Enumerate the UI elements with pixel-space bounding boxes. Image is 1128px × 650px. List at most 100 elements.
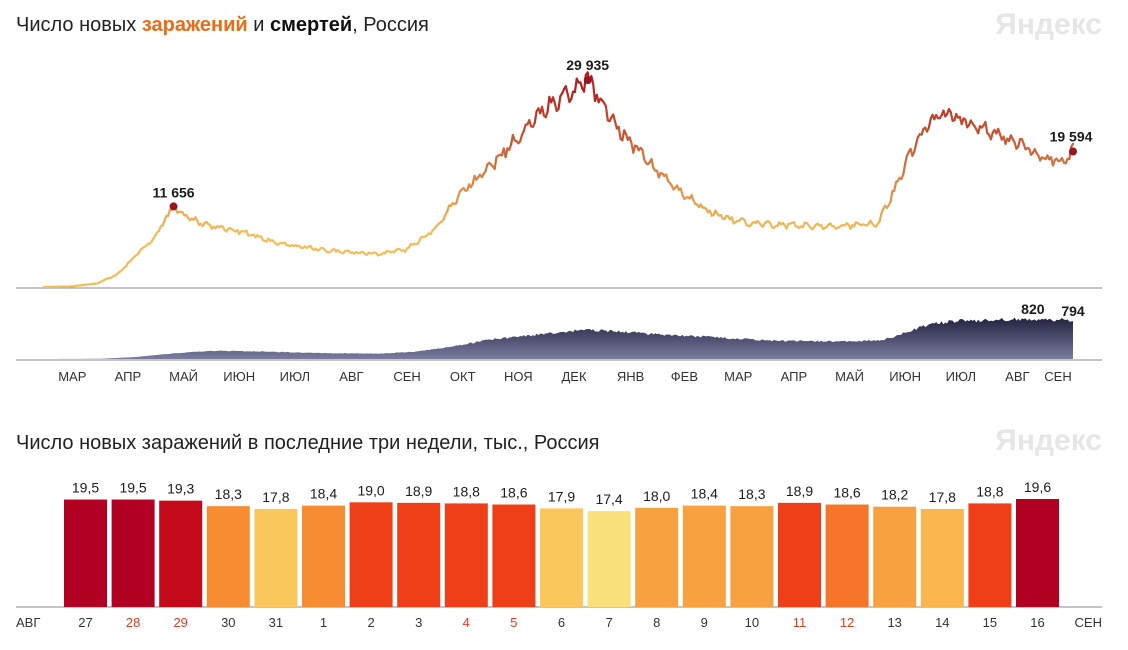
month-label: АВГ: [1005, 369, 1029, 384]
bar-value-label: 18,3: [738, 486, 765, 502]
bar-value-label: 19,6: [1024, 479, 1051, 495]
month-start-label: АВГ: [16, 615, 40, 630]
bar-value-label: 18,9: [405, 483, 432, 499]
bar: [492, 504, 536, 607]
bar: [873, 506, 917, 607]
bar-value-label: 18,0: [643, 488, 670, 504]
month-label: ЯНВ: [617, 369, 644, 384]
month-label: ИЮЛ: [946, 369, 976, 384]
deaths-last-label: 794: [1061, 303, 1085, 319]
infections-deaths-chart: 11 656 29 935 19 594 820 794 МАР АПР МАЙ ИЮН ИЮЛ А…: [16, 57, 1102, 384]
bar-value-label: 18,8: [976, 483, 1003, 499]
peak-label-may-2020: 11 656: [153, 184, 195, 200]
peak-label-dec-2020: 29 935: [566, 57, 609, 73]
day-label: 29: [173, 615, 187, 630]
bar: [444, 503, 488, 607]
bar: [920, 508, 964, 607]
month-label: АПР: [115, 369, 142, 384]
day-label: 12: [840, 615, 854, 630]
day-label: 3: [415, 615, 422, 630]
month-label: ОКТ: [450, 369, 476, 384]
last-label-infections: 19 594: [1050, 129, 1093, 145]
infections-segment: [573, 77, 578, 94]
bar: [397, 502, 441, 607]
bar: [254, 508, 298, 607]
month-label: МАЙ: [835, 369, 864, 384]
day-label: 13: [887, 615, 901, 630]
peak-marker: [583, 76, 592, 84]
day-label: 11: [793, 615, 807, 630]
infections-segment: [484, 163, 489, 173]
infections-segment: [641, 148, 646, 161]
infections-segment: [564, 85, 569, 96]
day-label: 2: [367, 615, 374, 630]
month-label: МАР: [58, 369, 86, 384]
month-label: СЕН: [393, 369, 420, 384]
month-label: СЕН: [1044, 369, 1071, 384]
title-suffix: , Россия: [352, 14, 429, 36]
infections-segment: [878, 212, 883, 223]
infections-segment: [493, 156, 498, 171]
bar-value-label: 17,8: [929, 489, 956, 505]
day-label: 10: [745, 615, 759, 630]
infections-segment: [540, 105, 546, 117]
bar: [587, 511, 631, 607]
deaths-peak-label: 820: [1021, 301, 1045, 317]
infections-segment: [455, 195, 460, 205]
day-label: 28: [126, 615, 140, 630]
infections-segment: [632, 144, 637, 154]
bar: [968, 503, 1012, 607]
day-label: 7: [605, 615, 612, 630]
infections-segment: [1017, 138, 1022, 148]
infections-segment: [604, 105, 609, 122]
bar-value-label: 18,4: [310, 486, 337, 502]
day-label: 5: [510, 615, 517, 630]
month-label: ИЮН: [223, 369, 255, 384]
month-label: НОЯ: [504, 369, 533, 384]
month-label: ИЮН: [889, 369, 921, 384]
bar-value-label: 18,8: [453, 483, 480, 499]
infections-segment: [989, 131, 994, 141]
bar-value-label: 17,9: [548, 488, 575, 504]
bar: [159, 500, 203, 607]
infections-segment: [902, 162, 907, 176]
bar: [778, 502, 821, 607]
bar: [1016, 499, 1059, 607]
day-label: 9: [701, 615, 708, 630]
bar-value-label: 19,3: [167, 481, 194, 497]
infections-segment: [570, 90, 575, 101]
infections-segment: [679, 187, 684, 197]
infections-segment: [977, 125, 982, 135]
bar: [64, 499, 107, 607]
infections-segment: [533, 110, 538, 124]
bar: [730, 506, 774, 607]
infections-segment: [612, 113, 617, 123]
infections-segment: [617, 125, 622, 140]
month-axis: МАР АПР МАЙ ИЮН ИЮЛ АВГ СЕН ОКТ НОЯ ДЕК ЯНВ ФЕВ МАР А…: [58, 369, 1072, 384]
infections-segment: [519, 133, 524, 143]
day-label: 8: [653, 615, 660, 630]
day-label: 6: [558, 615, 565, 630]
bar-value-label: 18,2: [881, 487, 908, 503]
yandex-logo-bottom: Яндекс: [995, 424, 1102, 457]
infections-segment: [949, 111, 954, 122]
bar: [635, 507, 679, 607]
infections-segment: [553, 101, 558, 113]
month-label: ДЕК: [561, 369, 586, 384]
infections-segment: [650, 157, 655, 170]
title-prefix: Число новых: [16, 14, 142, 36]
bar-value-label: 19,5: [119, 480, 146, 496]
infections-series: [42, 71, 1075, 289]
deaths-series: [44, 317, 1073, 359]
title-mid: и: [247, 14, 270, 36]
infections-segment: [927, 117, 932, 129]
day-label: 27: [78, 615, 92, 630]
infections-segment: [913, 142, 918, 153]
day-label: 15: [983, 615, 997, 630]
infections-segment: [914, 135, 920, 146]
bar: [111, 499, 155, 607]
infections-segment: [984, 120, 989, 135]
month-label: МАР: [724, 369, 752, 384]
peak-marker: [169, 202, 178, 211]
